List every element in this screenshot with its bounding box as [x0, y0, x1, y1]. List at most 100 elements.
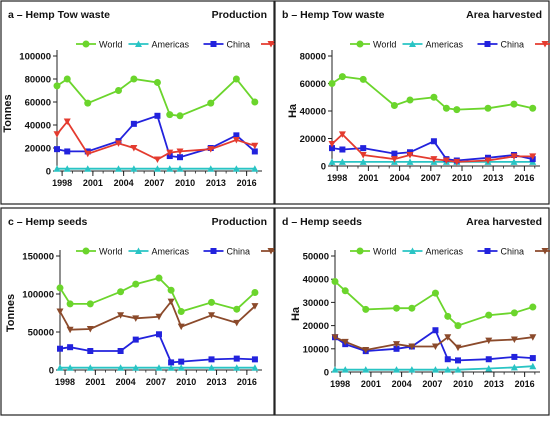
data-point [430, 93, 438, 101]
data-point [338, 73, 346, 81]
data-point [393, 345, 400, 352]
x-tick-label: 1998 [55, 377, 75, 387]
data-point [166, 165, 174, 172]
x-tick-label: 2004 [390, 173, 410, 183]
panel-title: d – Hemp seeds [282, 216, 362, 228]
data-point [115, 165, 122, 172]
y-axis-label: Tonnes [2, 94, 14, 132]
data-point [153, 165, 161, 172]
data-point [132, 315, 140, 322]
data-point [455, 357, 461, 364]
data-point [510, 153, 518, 160]
panel-title: a – Hemp Tow waste [8, 9, 110, 21]
x-tick-label: 2004 [114, 178, 134, 188]
panel-subtitle: Production [212, 216, 267, 228]
data-point [63, 165, 71, 172]
data-point [135, 40, 142, 47]
y-tick-label: 80000 [300, 52, 326, 63]
data-point [155, 331, 162, 338]
data-point [510, 309, 518, 317]
data-point [132, 336, 139, 343]
data-point [431, 289, 439, 297]
data-point [233, 132, 240, 139]
data-point [408, 366, 416, 373]
data-point [82, 40, 90, 48]
y-axis-label: Ha [287, 103, 299, 118]
data-point [177, 307, 185, 315]
x-tick-label: 2007 [421, 173, 441, 183]
data-point [82, 247, 90, 255]
data-point [176, 148, 184, 155]
data-point [341, 287, 349, 295]
data-point [155, 364, 163, 371]
data-point [430, 156, 438, 163]
data-point [233, 364, 241, 371]
data-point [115, 140, 122, 147]
data-point [67, 344, 74, 351]
data-point [356, 247, 364, 255]
data-point [390, 102, 398, 109]
data-point [529, 303, 537, 311]
legend-label: China [501, 40, 525, 50]
y-tick-label: 0 [324, 368, 329, 379]
x-tick-label: 1998 [330, 379, 350, 389]
series-china [57, 331, 258, 366]
data-point [53, 82, 61, 90]
data-point [529, 153, 537, 160]
x-tick-label: 2001 [85, 377, 105, 387]
legend-label: World [373, 247, 396, 257]
series-eu [56, 298, 259, 334]
data-point [453, 158, 461, 166]
data-point [359, 152, 367, 159]
x-tick-label: 2004 [116, 377, 136, 387]
data-point [484, 248, 491, 254]
data-point [167, 298, 175, 306]
data-point [117, 288, 125, 296]
data-point [54, 146, 60, 153]
y-tick-label: 0 [321, 162, 326, 173]
data-point [484, 157, 492, 164]
data-point [390, 156, 398, 163]
data-point [406, 158, 414, 165]
data-point [63, 118, 71, 126]
data-point [391, 150, 398, 157]
data-point [442, 157, 450, 164]
x-tick-label: 2010 [453, 379, 473, 389]
data-point [362, 305, 370, 313]
data-point [130, 145, 138, 152]
data-point [208, 356, 215, 363]
legend: WorldAmericasChinaEU [350, 247, 550, 257]
data-point [444, 356, 451, 363]
data-point [207, 165, 215, 172]
data-point [56, 308, 64, 315]
y-tick-label: 100000 [19, 52, 51, 63]
data-point [454, 344, 462, 352]
y-tick-label: 60000 [25, 98, 51, 109]
data-point [132, 364, 140, 371]
panel-subtitle: Area harvested [466, 9, 542, 21]
data-point [454, 366, 462, 373]
panel-subtitle: Area harvested [466, 216, 542, 228]
y-axis-label: Tonnes [5, 294, 17, 332]
data-point [328, 158, 336, 165]
data-point [66, 300, 74, 308]
data-point [56, 364, 64, 371]
data-point [432, 327, 439, 334]
data-point [84, 165, 92, 172]
data-point [56, 284, 64, 292]
data-point [529, 104, 537, 112]
series-eu [331, 334, 537, 354]
data-point [251, 288, 259, 296]
data-point [63, 75, 71, 83]
panel-title: c – Hemp seeds [8, 216, 88, 228]
x-tick-label: 2001 [83, 178, 103, 188]
data-point [154, 112, 161, 119]
data-point [132, 280, 140, 288]
data-point [359, 75, 367, 83]
data-point [233, 319, 241, 327]
x-tick-label: 2016 [515, 379, 535, 389]
data-point [251, 148, 258, 155]
legend-label: World [99, 247, 122, 257]
panel-title: b – Hemp Tow waste [282, 9, 385, 21]
